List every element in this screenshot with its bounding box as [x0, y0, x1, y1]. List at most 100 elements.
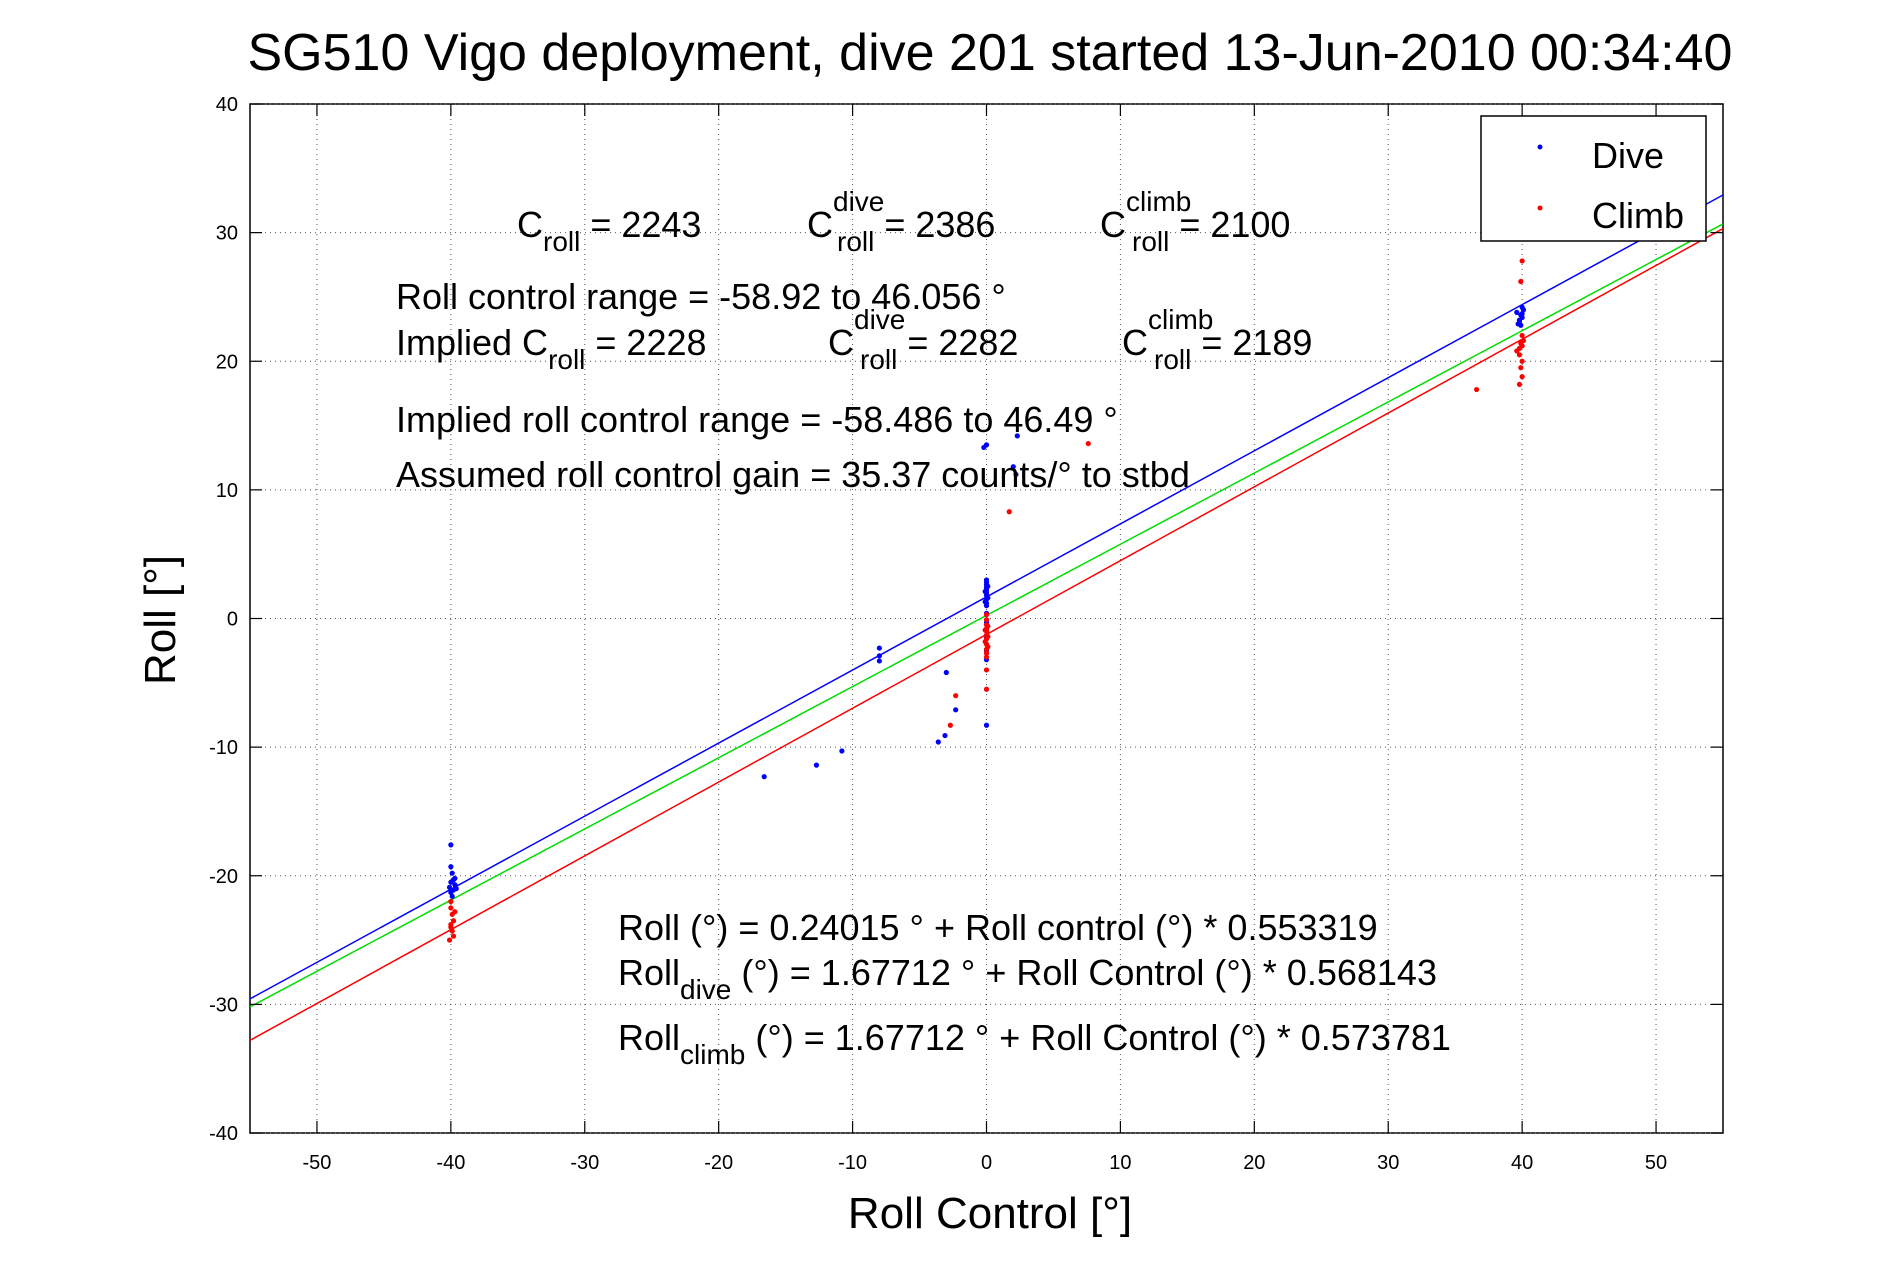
dive-point [983, 577, 990, 583]
climb-point [449, 928, 455, 934]
dive-point [453, 886, 459, 892]
y-tick-label: 20 [216, 351, 238, 373]
x-tick-label: 30 [1377, 1152, 1399, 1174]
climb-point [452, 909, 458, 915]
climb-point [983, 650, 990, 656]
dive-point [982, 588, 988, 595]
dive-point [1010, 464, 1016, 470]
annotation-c-roll: Croll = 2243 [517, 204, 701, 257]
legend: Dive Climb [1480, 115, 1707, 242]
x-tick-label: 40 [1511, 1152, 1533, 1174]
data-points [446, 258, 1527, 943]
dive-point [813, 762, 820, 768]
climb-point [1516, 381, 1523, 388]
dive-point [953, 707, 959, 713]
plot-area: -50 -40 -30 -20 -10 0 10 20 30 40 50 -40 -30 -20 -10 0 1… [209, 94, 1724, 1174]
chart-title: SG510 Vigo deployment, dive 201 started … [248, 24, 1733, 82]
dive-point [982, 599, 988, 605]
annotations: Croll = 2243 Cdive roll = 2386 Cclimb roll… [396, 186, 1451, 1070]
dive-point [876, 653, 882, 659]
x-tick-label: -10 [838, 1152, 867, 1174]
annotation-implied-c-climb: Cclimb roll = 2189 [1122, 304, 1312, 375]
annotation-eq-climb: Rollclimb (°) = 1.67712 ° + Roll Control… [618, 1017, 1451, 1070]
y-tick-label: 10 [216, 480, 238, 502]
y-tick-label: 0 [227, 609, 238, 631]
y-tick-label: 30 [216, 223, 238, 245]
climb-point [983, 686, 990, 692]
dive-point [876, 658, 882, 664]
annotation-range: Roll control range = -58.92 to 46.056 ° [396, 276, 1006, 317]
axis-ticks: -50 -40 -30 -20 -10 0 10 20 30 40 50 -40 -30 -20 -10 0 1… [209, 94, 1723, 1174]
annotation-implied-c-roll: Implied Croll = 2228 [396, 322, 707, 375]
x-tick-label: 50 [1645, 1152, 1667, 1174]
legend-label-dive: Dive [1592, 135, 1664, 176]
climb-point [983, 667, 990, 673]
legend-box [1480, 115, 1707, 242]
climb-point [983, 617, 990, 623]
climb-point [953, 693, 959, 699]
climb-point [1519, 374, 1525, 380]
climb-point [1518, 365, 1524, 371]
dive-point [935, 739, 941, 745]
dive-point [1518, 322, 1524, 328]
annotation-eq-all: Roll (°) = 0.24015 ° + Roll control (°) … [618, 907, 1378, 948]
climb-point [1519, 332, 1525, 339]
x-tick-label: -50 [303, 1152, 332, 1174]
dive-point [985, 583, 991, 589]
x-tick-label: 10 [1109, 1152, 1131, 1174]
dive-point [1519, 311, 1525, 317]
dive-point [449, 893, 455, 899]
climb-point [1520, 338, 1527, 344]
x-tick-label: 0 [981, 1152, 992, 1174]
climb-point [1474, 386, 1480, 393]
dive-point [452, 875, 458, 881]
y-tick-label: -40 [209, 1123, 238, 1145]
climb-point [985, 633, 991, 640]
y-tick-label: -10 [209, 737, 238, 759]
x-tick-label: -20 [704, 1152, 733, 1174]
dive-point [942, 732, 948, 739]
climb-point [982, 627, 988, 633]
climb-point [1006, 509, 1012, 515]
dive-point [1519, 304, 1525, 310]
legend-marker-climb [1537, 205, 1543, 211]
dive-point [1514, 309, 1520, 315]
climb-point [448, 905, 454, 911]
dive-point [1014, 433, 1020, 439]
climb-point [1519, 258, 1525, 264]
climb-point [1085, 440, 1091, 447]
climb-point [446, 937, 453, 943]
dive-point [839, 748, 845, 754]
climb-point [985, 623, 991, 629]
legend-label-climb: Climb [1592, 195, 1684, 236]
legend-marker-dive [1537, 144, 1543, 150]
annotation-implied-range: Implied roll control range = -58.486 to … [396, 399, 1118, 440]
dive-point [983, 722, 990, 728]
y-tick-label: 40 [216, 94, 238, 116]
dive-point [449, 870, 455, 876]
annotation-eq-dive: Rolldive (°) = 1.67712 ° + Roll Control … [618, 952, 1437, 1005]
climb-point [982, 639, 988, 645]
dive-point [985, 595, 991, 601]
y-tick-label: -30 [209, 994, 238, 1016]
dive-point [446, 884, 453, 890]
dive-point [876, 645, 882, 651]
climb-point [448, 922, 454, 928]
climb-point [448, 898, 454, 905]
climb-point [947, 722, 953, 728]
x-tick-label: -30 [570, 1152, 599, 1174]
annotation-implied-c-dive: Cdive roll = 2282 [828, 304, 1018, 375]
climb-point [983, 612, 990, 618]
annotation-c-climb: Cclimb roll = 2100 [1100, 186, 1290, 257]
dive-point [448, 842, 454, 848]
x-tick-label: 20 [1243, 1152, 1265, 1174]
climb-point [1516, 352, 1523, 358]
annotation-gain: Assumed roll control gain = 35.37 counts… [396, 454, 1190, 495]
climb-point [450, 933, 457, 939]
y-axis-label: Roll [°] [136, 555, 185, 685]
dive-point [448, 864, 454, 870]
climb-point [450, 918, 457, 924]
annotation-c-dive: Cdive roll = 2386 [807, 186, 995, 257]
y-tick-label: -20 [209, 866, 238, 888]
